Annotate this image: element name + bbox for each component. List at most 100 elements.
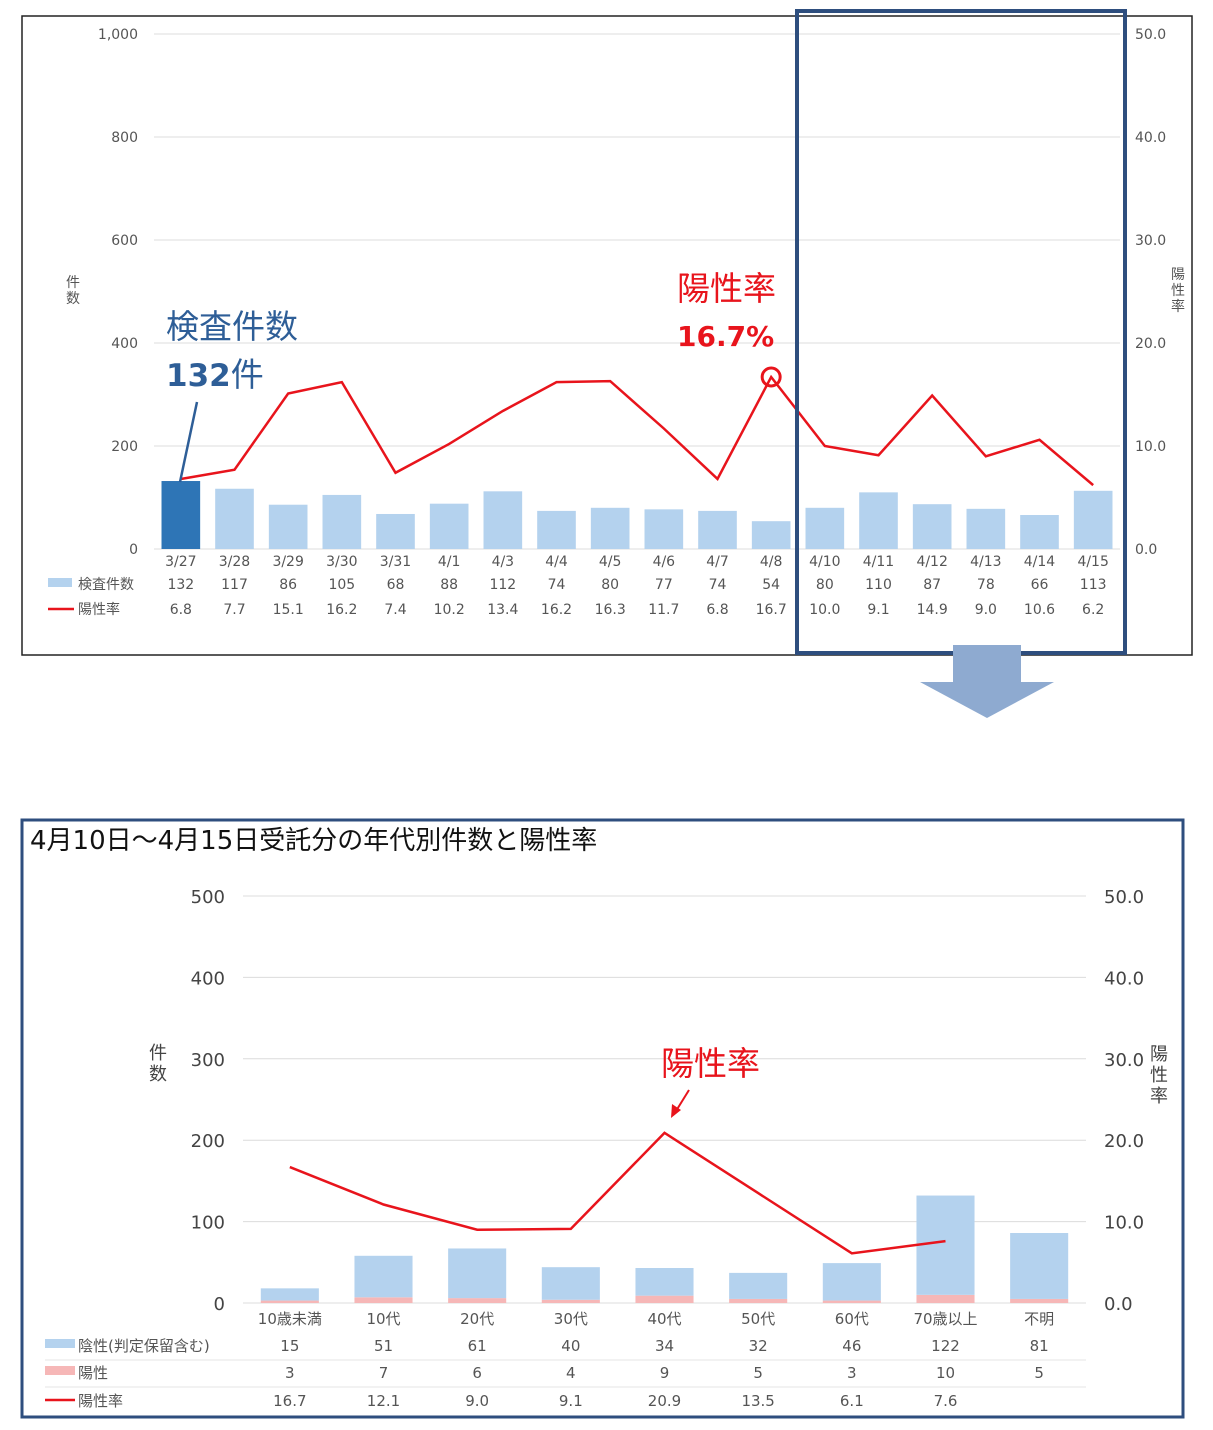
- bar-4/3: [483, 491, 523, 549]
- chart1-category-labels: 3/27 3/28 3/29 3/30 3/31 4/1 4/3 4/4 4/5 4/6 4/7 4/…: [165, 554, 1109, 570]
- bar-4/15: [1073, 490, 1113, 549]
- chart1-gridlines: [154, 33, 1120, 550]
- table-cell: 4: [566, 1364, 576, 1382]
- chart2-y-axis-label: 件数: [149, 1043, 167, 1085]
- table-cell: 3: [285, 1364, 295, 1382]
- bar-3/27: [161, 481, 201, 549]
- bar-4/5: [590, 507, 630, 549]
- y-tick-label: 300: [191, 1050, 225, 1071]
- bar-4/7: [698, 510, 737, 549]
- age-group-chart: 4月10日～4月15日受託分の年代別件数と陽性率 500400300200100…: [20, 818, 1185, 1419]
- bar-4/13: [966, 508, 1006, 549]
- rate-line: [289, 1131, 946, 1255]
- bar-positive-40代: [635, 1295, 694, 1303]
- legend-label: 陽性率: [78, 1392, 123, 1410]
- chart2-bars: [260, 1195, 1069, 1303]
- rate-line: [180, 374, 1094, 487]
- chart1-y-axis-label: 件数: [66, 275, 80, 307]
- category-label: 4/5: [599, 554, 622, 570]
- table-cell: 112: [489, 577, 516, 593]
- table-cell: 78: [977, 577, 995, 593]
- category-label: 40代: [647, 1310, 681, 1328]
- table-cell: 9.0: [465, 1392, 489, 1410]
- bar-positive-不明: [1010, 1298, 1069, 1303]
- bar-positive-20代: [448, 1298, 507, 1303]
- count-annotation-number: 132: [166, 358, 231, 394]
- y2-axis-label-char: 性: [1171, 283, 1185, 299]
- rate-peak-marker: [760, 366, 782, 388]
- rate-annotation-value: 16.7%: [677, 320, 774, 353]
- y2-tick-label: 0.0: [1135, 542, 1157, 558]
- category-label: 4/11: [863, 554, 894, 570]
- table-cell: 7.4: [384, 602, 406, 618]
- category-label: 4/7: [706, 554, 729, 570]
- table-cell: 66: [1031, 577, 1049, 593]
- table-cell: 132: [167, 577, 194, 593]
- y2-axis-label-char: 陽: [1150, 1044, 1168, 1065]
- bar-4/6: [644, 509, 684, 549]
- chart1-y2-axis-label: 陽性率: [1171, 267, 1185, 315]
- y2-tick-label: 40.0: [1135, 130, 1166, 146]
- table-cell: 10.0: [809, 602, 840, 618]
- table-cell: 80: [601, 577, 619, 593]
- bar-negative-50代: [729, 1272, 788, 1299]
- y-tick-label: 500: [191, 887, 225, 908]
- chart2-rate-annotation: 陽性率: [661, 1044, 760, 1083]
- category-label: 10代: [366, 1310, 400, 1328]
- down-arrow-icon: [920, 645, 1054, 718]
- table-cell: 6: [472, 1364, 482, 1382]
- chart1-y-axis: 1,000 800 600 400 200 0: [98, 27, 138, 558]
- table-cell: 9: [660, 1364, 670, 1382]
- bar-positive-10代: [354, 1297, 413, 1303]
- category-label: 4/3: [492, 554, 515, 570]
- chart1-rate-line: [180, 374, 1094, 487]
- table-cell: 16.3: [595, 602, 626, 618]
- y-axis-label-char: 数: [66, 291, 80, 307]
- table-cell: 86: [279, 577, 297, 593]
- y-tick-label: 0: [129, 542, 138, 558]
- table-cell: 7: [379, 1364, 389, 1382]
- y-tick-label: 600: [111, 233, 138, 249]
- table-cell: 46: [842, 1337, 861, 1355]
- category-label: 4/13: [970, 554, 1001, 570]
- table-cell: 61: [468, 1337, 487, 1355]
- bar-negative-30代: [541, 1267, 600, 1300]
- bar-4/8: [751, 521, 791, 549]
- table-cell: 13.5: [741, 1392, 774, 1410]
- table-cell: 20.9: [648, 1392, 681, 1410]
- y2-axis-label-char: 陽: [1171, 267, 1185, 283]
- bar-positive-70歳以上: [916, 1294, 975, 1303]
- daily-tests-chart: 1,000 800 600 400 200 0 50.0 40.0 30.0 20.0 10.0 0…: [21, 9, 1193, 656]
- legend-label: 陽性: [78, 1364, 108, 1382]
- table-cell: 68: [387, 577, 405, 593]
- y-tick-label: 800: [111, 130, 138, 146]
- table-cell: 81: [1030, 1337, 1049, 1355]
- chart2-y2-axis-label: 陽性率: [1150, 1044, 1168, 1107]
- table-cell: 80: [816, 577, 834, 593]
- category-label: 4/1: [438, 554, 461, 570]
- y-tick-label: 400: [111, 336, 138, 352]
- category-label: 10歳未満: [258, 1310, 322, 1328]
- table-cell: 10.6: [1024, 602, 1055, 618]
- bar-4/1: [429, 503, 469, 549]
- y-tick-label: 200: [111, 439, 138, 455]
- bar-negative-10代: [354, 1255, 413, 1298]
- category-label: 4/6: [653, 554, 676, 570]
- chart2-y2-axis: 50.0 40.0 30.0 20.0 10.0 0.0: [1104, 887, 1144, 1315]
- bar-3/31: [376, 513, 415, 549]
- table-cell: 87: [923, 577, 941, 593]
- count-annotation-title: 検査件数: [166, 307, 298, 346]
- bar-negative-10歳未満: [260, 1288, 319, 1301]
- y-axis-label-char: 件: [149, 1043, 167, 1064]
- chart2-rate-line: [289, 1131, 946, 1255]
- table-cell: 9.1: [867, 602, 889, 618]
- legend-label: 陽性率: [78, 601, 120, 618]
- table-cell: 16.7: [273, 1392, 306, 1410]
- table-cell: 6.2: [1082, 602, 1104, 618]
- table-cell: 6.8: [170, 602, 192, 618]
- category-label: 4/10: [809, 554, 840, 570]
- table-cell: 10: [936, 1364, 955, 1382]
- bar-positive-10歳未満: [260, 1300, 319, 1303]
